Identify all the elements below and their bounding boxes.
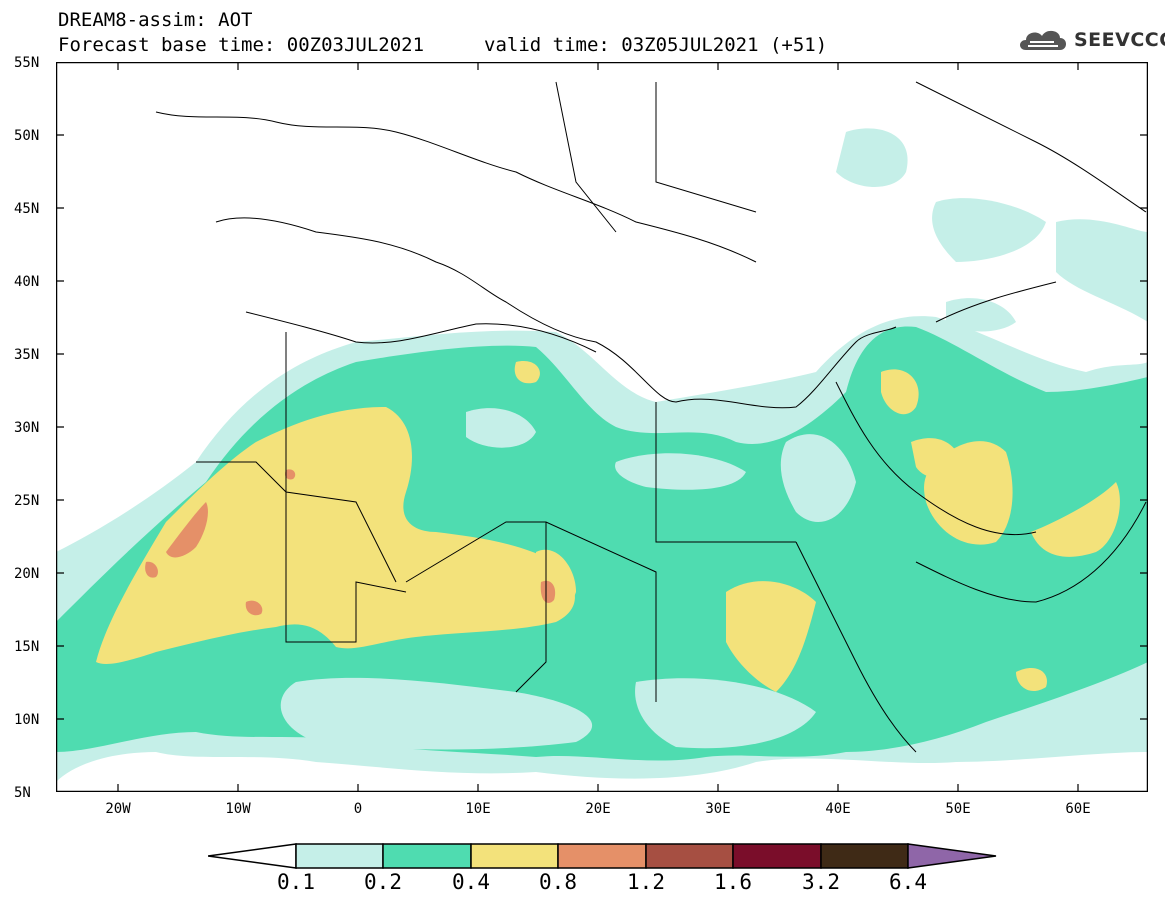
lon-label: 10W	[225, 801, 251, 817]
colorbar-swatch	[382, 843, 472, 869]
colorbar	[208, 843, 997, 869]
lon-label: 40E	[825, 801, 851, 817]
lat-label: 20N	[14, 566, 40, 582]
colorbar-label: 3.2	[802, 870, 840, 894]
seevccc-logo: SEEVCCC	[1016, 24, 1165, 58]
valid-time: valid time: 03Z05JUL2021 (+51)	[484, 34, 828, 56]
forecast-base-time: Forecast base time: 00Z03JUL2021	[58, 34, 425, 56]
lon-label: 20E	[585, 801, 611, 817]
logo-text: SEEVCCC	[1074, 29, 1165, 51]
lat-label: 10N	[14, 712, 40, 728]
colorbar-label: 0.2	[364, 870, 402, 894]
colorbar-label: 1.2	[627, 870, 665, 894]
lat-label: 40N	[14, 274, 40, 290]
lat-label: 25N	[14, 493, 40, 509]
aot-map	[56, 62, 1148, 792]
colorbar-right-arrow	[907, 843, 997, 869]
colorbar-label: 0.8	[539, 870, 577, 894]
colorbar-swatch	[645, 843, 734, 869]
lon-label: 20W	[105, 801, 131, 817]
lat-label: 45N	[14, 201, 40, 217]
lon-label: 50E	[945, 801, 971, 817]
colorbar-label: 1.6	[714, 870, 752, 894]
lon-label: 0	[353, 801, 363, 817]
colorbar-label: 0.4	[452, 870, 490, 894]
colorbar-swatch	[820, 843, 909, 869]
coastlines-borders	[155, 81, 1147, 753]
colorbar-label: 6.4	[889, 870, 927, 894]
aot-band-0-1-gaps	[280, 408, 856, 750]
lat-label: 15N	[14, 639, 40, 655]
lat-label: 50N	[14, 128, 40, 144]
lat-label: 55N	[14, 55, 40, 71]
colorbar-swatch	[732, 843, 822, 869]
lon-label: 30E	[705, 801, 731, 817]
chart-title: DREAM8-assim: AOT	[58, 9, 253, 31]
colorbar-label: 0.1	[277, 870, 315, 894]
lat-label: 5N	[14, 785, 31, 801]
aot-band-0-4	[96, 361, 1120, 692]
colorbar-swatch	[470, 843, 559, 869]
lon-label: 10E	[465, 801, 491, 817]
aot-band-0-8	[145, 469, 556, 616]
colorbar-swatch	[557, 843, 647, 869]
cloud-icon	[1020, 30, 1066, 50]
colorbar-swatch	[295, 843, 384, 869]
colorbar-left-arrow	[208, 843, 297, 869]
map-ticks	[56, 62, 1148, 792]
lon-label: 60E	[1065, 801, 1091, 817]
lat-label: 35N	[14, 347, 40, 363]
lat-label: 30N	[14, 420, 40, 436]
